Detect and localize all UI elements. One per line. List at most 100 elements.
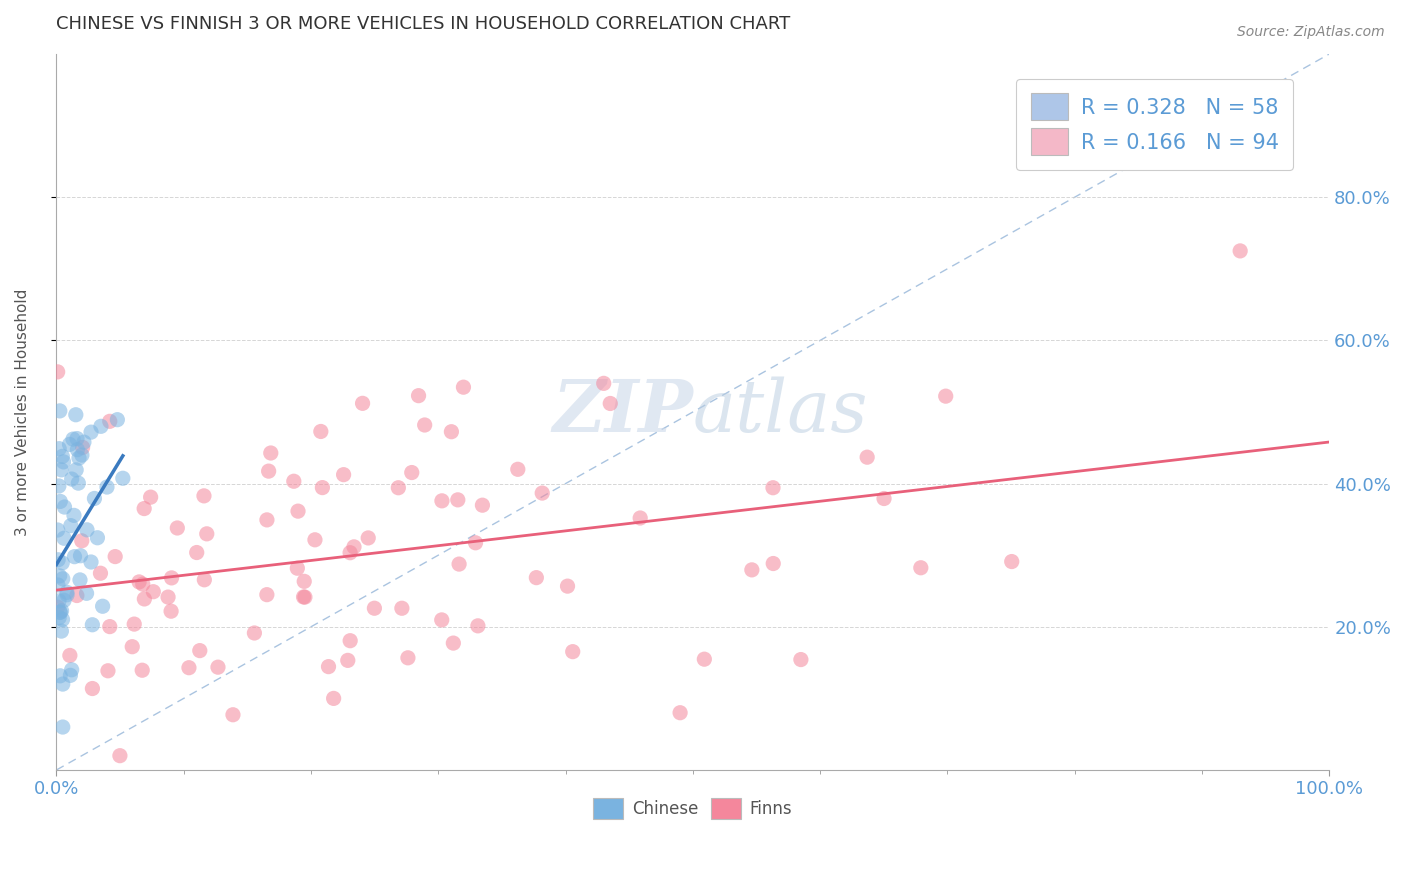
Point [82,617,104,632]
Point [52,455,75,469]
Point [48,610,70,624]
Point [132,577,155,591]
Point [309,425,332,439]
Point [104,549,127,564]
Point [56,588,79,602]
Point [260,446,283,460]
Point [160,604,183,618]
Point [49,605,72,619]
Point [790,652,813,666]
Point [467,619,489,633]
Point [318,659,340,673]
Point [51,556,73,570]
Point [97,664,120,678]
Point [121,640,143,654]
Point [63,549,86,564]
Point [762,557,785,571]
Point [256,588,278,602]
Point [60,472,83,486]
Point [910,560,932,574]
Point [453,380,475,394]
Point [59,668,82,682]
Point [52,572,75,586]
Point [48,569,70,583]
Point [447,492,470,507]
Point [46,523,69,537]
Point [471,498,494,512]
Point [65,408,87,422]
Point [256,513,278,527]
Point [48,594,70,608]
Point [935,389,957,403]
Point [89,566,111,581]
Point [49,606,72,620]
Point [741,563,763,577]
Point [98,414,121,428]
Point [91,599,114,614]
Point [762,481,785,495]
Point [441,636,464,650]
Point [440,425,463,439]
Point [49,404,72,418]
Point [63,508,86,523]
Point [243,626,266,640]
Point [873,491,896,506]
Point [58,437,80,451]
Point [524,571,547,585]
Point [561,645,583,659]
Point [363,601,385,615]
Point [66,442,89,457]
Point [51,463,73,477]
Point [76,523,98,537]
Point [53,593,76,607]
Legend: Chinese, Finns: Chinese, Finns [586,791,799,826]
Point [464,536,486,550]
Text: atlas: atlas [693,376,869,447]
Point [46,365,69,379]
Point [83,491,105,506]
Point [52,677,75,691]
Point [86,531,108,545]
Point [82,681,104,696]
Point [128,574,150,589]
Point [56,585,79,599]
Point [66,589,89,603]
Point [60,663,83,677]
Point [283,475,305,489]
Point [160,571,183,585]
Point [693,652,716,666]
Point [193,573,215,587]
Point [108,748,131,763]
Point [193,489,215,503]
Point [387,481,409,495]
Point [66,432,89,446]
Point [207,660,229,674]
Point [69,549,91,563]
Point [131,663,153,677]
Point [76,586,98,600]
Point [599,396,621,410]
Point [134,501,156,516]
Point [51,450,73,464]
Point [62,432,84,446]
Point [294,590,316,604]
Point [339,546,361,560]
Point [134,591,156,606]
Point [336,653,359,667]
Point [166,521,188,535]
Point [1229,244,1251,258]
Point [408,389,430,403]
Point [222,707,245,722]
Point [430,493,453,508]
Point [111,471,134,485]
Point [430,613,453,627]
Point [177,661,200,675]
Point [285,561,308,575]
Point [67,476,90,491]
Point [105,412,128,426]
Point [51,604,73,618]
Point [311,481,333,495]
Point [65,463,87,477]
Point [142,584,165,599]
Point [46,553,69,567]
